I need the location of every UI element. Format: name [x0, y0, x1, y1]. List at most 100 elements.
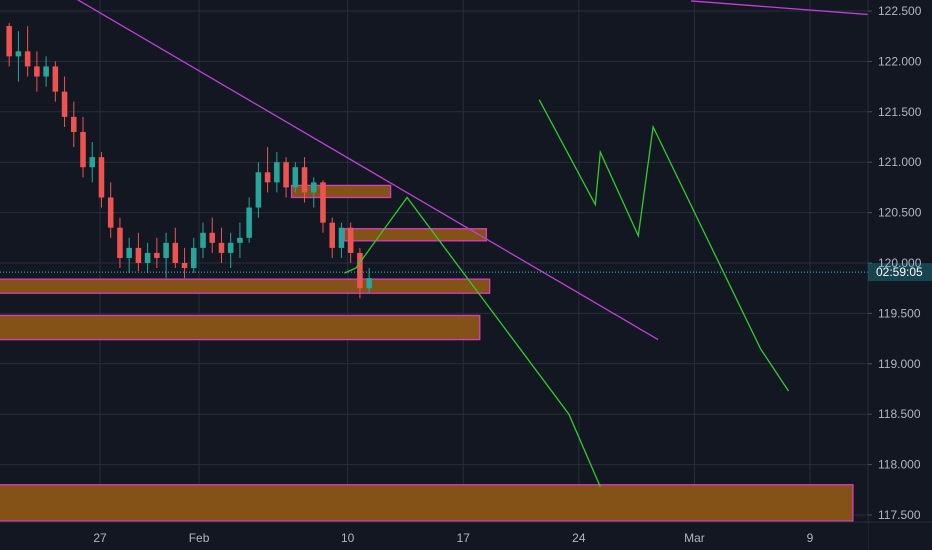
candle[interactable] — [80, 116, 86, 178]
zone-layer — [0, 184, 854, 522]
candle-body — [24, 51, 31, 67]
candle-body — [320, 182, 326, 223]
candle[interactable] — [126, 237, 132, 274]
countdown-badge — [868, 263, 932, 282]
time-tick-label: 24 — [572, 531, 586, 545]
candle-body — [80, 131, 86, 168]
candle-body — [117, 227, 123, 258]
candle-body — [61, 91, 68, 117]
candle-body — [89, 157, 96, 168]
supply-demand-zone[interactable] — [0, 278, 491, 294]
candle[interactable] — [117, 217, 123, 269]
candle[interactable] — [320, 180, 326, 233]
candle[interactable] — [255, 162, 262, 218]
candle-layer — [6, 23, 372, 299]
candle[interactable] — [163, 232, 169, 279]
candle[interactable] — [292, 162, 299, 193]
projection-layer — [344, 99, 790, 488]
projection-path[interactable] — [344, 196, 601, 488]
supply-demand-zone[interactable] — [343, 228, 488, 242]
candle-body — [338, 227, 345, 248]
time-tick-label: Mar — [684, 531, 705, 545]
candle-body — [135, 247, 142, 263]
countdown-label: 02:59:05 — [876, 265, 923, 279]
candle[interactable] — [34, 51, 40, 92]
candle[interactable] — [98, 152, 105, 208]
candle-body — [126, 247, 132, 258]
candle[interactable] — [144, 242, 151, 274]
price-tick-label: 118.000 — [878, 458, 921, 472]
candle-body — [301, 167, 308, 193]
candle[interactable] — [347, 222, 354, 263]
candle[interactable] — [52, 61, 59, 102]
time-tick-label: 17 — [457, 531, 471, 545]
supply-demand-zone[interactable] — [0, 484, 854, 522]
trendline[interactable] — [11, 0, 659, 341]
time-tick-label: 27 — [93, 531, 107, 545]
candle[interactable] — [200, 222, 206, 258]
price-tick-label: 122.000 — [878, 54, 922, 68]
candle-body — [218, 242, 225, 253]
candle[interactable] — [191, 237, 197, 274]
candle[interactable] — [71, 101, 77, 148]
candle-body — [191, 247, 197, 269]
price-tick-label: 120.000 — [878, 256, 922, 270]
candle[interactable] — [43, 56, 49, 87]
price-tick-label: 120.500 — [878, 206, 922, 220]
candle[interactable] — [246, 197, 252, 243]
candle-body — [71, 116, 77, 132]
candle[interactable] — [274, 152, 280, 193]
candle[interactable] — [310, 177, 317, 208]
time-axis-background — [0, 522, 868, 550]
price-axis-background — [868, 0, 932, 550]
candle[interactable] — [209, 217, 216, 253]
candle-body — [200, 232, 206, 248]
candle-body — [227, 242, 234, 253]
candle[interactable] — [264, 147, 271, 193]
candle-body — [347, 227, 354, 253]
candle[interactable] — [89, 142, 96, 183]
price-axis[interactable]: 117.500 118.000 118.500 119.000 119.500 120.0… — [867, 0, 932, 550]
candle[interactable] — [6, 23, 12, 67]
candle[interactable] — [135, 232, 142, 272]
candle[interactable] — [357, 247, 363, 299]
candle-body — [43, 66, 49, 77]
candle[interactable] — [107, 182, 114, 238]
candle[interactable] — [218, 227, 225, 263]
time-tick-label: Feb — [189, 531, 210, 545]
candle[interactable] — [24, 26, 31, 77]
candle-body — [107, 197, 114, 228]
candle-body — [98, 157, 105, 198]
candle-body — [144, 252, 151, 263]
price-tick-label: 121.500 — [878, 105, 922, 119]
time-axis[interactable]: 27 Feb 10 17 24 Mar 9 — [0, 521, 932, 550]
price-tick-label: 117.500 — [878, 508, 921, 522]
candle[interactable] — [237, 222, 243, 258]
price-tick-label: 122.500 — [878, 4, 922, 18]
candle[interactable] — [301, 157, 308, 203]
candle-body — [237, 237, 243, 243]
candle[interactable] — [172, 227, 179, 269]
supply-demand-zone[interactable] — [0, 314, 481, 341]
candle-body — [283, 162, 289, 188]
candle[interactable] — [283, 157, 289, 198]
candle-body — [264, 172, 271, 183]
candle[interactable] — [15, 31, 22, 82]
candle-body — [6, 26, 12, 57]
candle[interactable] — [227, 232, 234, 269]
candle[interactable] — [181, 247, 188, 279]
candle-body — [329, 222, 335, 248]
candle-body — [52, 66, 59, 92]
candle-body — [15, 51, 22, 57]
candle[interactable] — [61, 76, 68, 127]
projection-path[interactable] — [538, 99, 790, 392]
candle[interactable] — [338, 222, 345, 258]
candle-body — [172, 242, 179, 263]
candle-body — [357, 252, 363, 289]
candle[interactable] — [329, 217, 335, 258]
candle[interactable] — [154, 237, 160, 269]
candle-body — [292, 167, 299, 188]
